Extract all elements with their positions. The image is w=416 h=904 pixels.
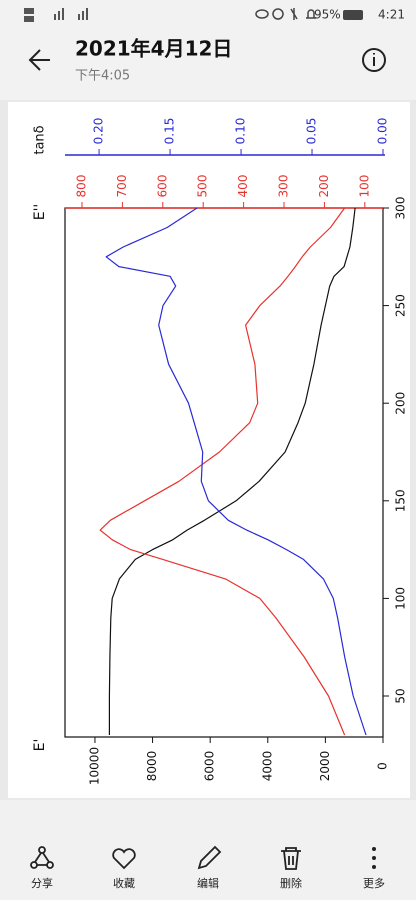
- y2-tick-label: 500: [196, 175, 210, 198]
- edit-icon[interactable]: [197, 845, 222, 870]
- info-button[interactable]: [362, 48, 386, 72]
- toolbar-bg: [0, 800, 416, 900]
- x-tick-label: 300: [394, 197, 408, 220]
- signal-icons: [24, 8, 88, 22]
- y2-tick-label: 400: [236, 175, 250, 198]
- y3-tick-label: 0.10: [234, 118, 248, 145]
- y-tick-label: 6000: [203, 751, 217, 782]
- y-tick-label: 2000: [318, 751, 332, 782]
- x-tick-label: 100: [394, 587, 408, 610]
- share-icon[interactable]: [30, 846, 54, 869]
- more-icon[interactable]: [372, 847, 376, 869]
- status-icons: [255, 8, 316, 20]
- y2-axis-label: E'': [32, 204, 48, 221]
- y2-tick-label: 700: [115, 175, 129, 198]
- toolbar-label[interactable]: 收藏: [113, 876, 135, 890]
- subtitle: 下午4:05: [75, 69, 130, 84]
- toolbar-label[interactable]: 更多: [363, 876, 385, 890]
- delete-icon[interactable]: [281, 847, 301, 870]
- y-tick-label: 4000: [260, 751, 274, 782]
- photo: [8, 102, 410, 798]
- toolbar: 分享 收藏 编辑 删除 更多: [31, 876, 385, 890]
- battery-percent: 95%: [314, 8, 341, 22]
- y-tick-label: 0: [376, 762, 390, 770]
- toolbar-label[interactable]: 编辑: [197, 876, 219, 890]
- y2-tick-label: 100: [357, 175, 371, 198]
- y3-tick-label: 0.05: [305, 118, 319, 145]
- back-button[interactable]: [28, 49, 50, 71]
- battery-icon: [343, 10, 363, 20]
- x-tick-label: 200: [394, 392, 408, 415]
- favorite-icon[interactable]: [112, 848, 136, 870]
- y-tick-label: 8000: [145, 751, 159, 782]
- x-tick-label: 250: [394, 294, 408, 317]
- title: 2021年4月12日: [75, 37, 232, 61]
- series-line: [99, 207, 346, 736]
- y2-tick-label: 300: [277, 175, 291, 198]
- series-line: [108, 207, 356, 735]
- y3-tick-label: 0.20: [92, 118, 106, 145]
- y3-tick-label: 0.15: [163, 118, 177, 145]
- y2-tick-label: 800: [74, 175, 88, 198]
- clock: 4:21: [378, 8, 405, 22]
- series-line: [105, 207, 367, 736]
- toolbar-label[interactable]: 分享: [31, 876, 53, 890]
- chart: 50 100 150 200 250 300 0 2000 4000 6000 8000 10000 1…: [32, 118, 408, 785]
- y-tick-label: 10000: [87, 747, 101, 785]
- toolbar-label[interactable]: 删除: [280, 876, 302, 890]
- x-tick-label: 150: [393, 489, 407, 512]
- y2-tick-label: 600: [155, 175, 169, 198]
- y-axis-label: E': [32, 739, 48, 752]
- x-tick-label: 50: [394, 688, 408, 703]
- y2-tick-label: 200: [317, 175, 331, 198]
- y3-tick-label: 0.00: [376, 118, 390, 145]
- y3-axis-label: tanδ: [33, 125, 48, 154]
